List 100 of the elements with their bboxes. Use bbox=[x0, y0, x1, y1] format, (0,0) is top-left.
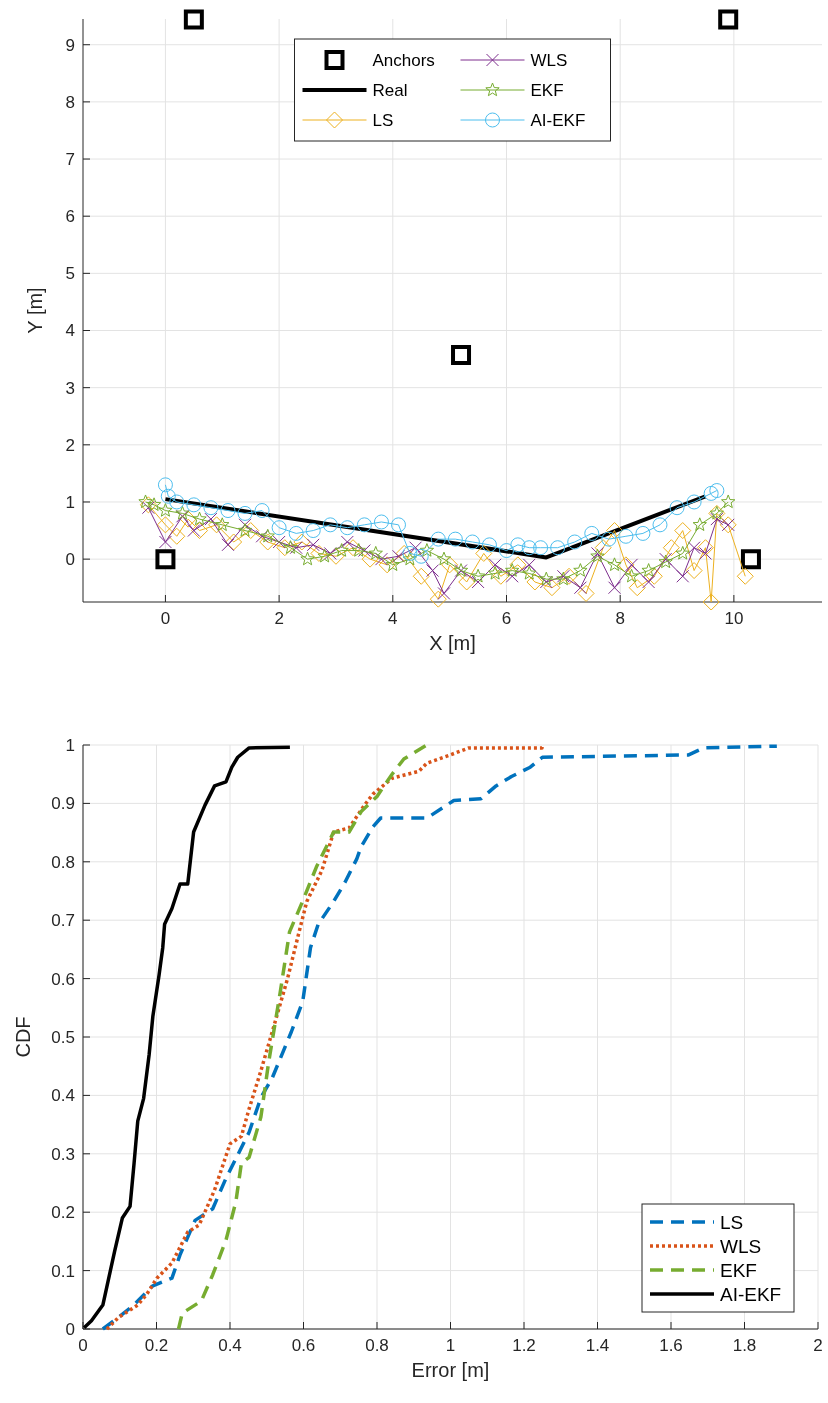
point bbox=[475, 544, 493, 562]
x-tick-label: 10 bbox=[724, 609, 744, 628]
point bbox=[169, 494, 185, 510]
y-tick-label: 6 bbox=[65, 207, 75, 227]
y-tick-label: 5 bbox=[65, 264, 75, 284]
point bbox=[577, 584, 595, 602]
point bbox=[710, 512, 724, 526]
line-series bbox=[176, 743, 429, 1331]
point bbox=[168, 527, 186, 545]
point bbox=[305, 523, 321, 539]
y-tick-label: 4 bbox=[65, 321, 75, 341]
x-tick-label: 0 bbox=[78, 1336, 88, 1355]
point bbox=[464, 534, 480, 550]
legend-label: WLS bbox=[530, 50, 568, 70]
point bbox=[584, 525, 600, 541]
y-tick-label: 9 bbox=[65, 35, 75, 55]
y-tick-label: 0.8 bbox=[51, 852, 75, 872]
x-tick-label: 2 bbox=[813, 1336, 823, 1355]
point bbox=[539, 575, 553, 589]
x-tick-label: 0 bbox=[160, 609, 171, 628]
point bbox=[357, 544, 371, 558]
point bbox=[276, 539, 294, 557]
point bbox=[686, 494, 702, 510]
point bbox=[373, 514, 389, 530]
point bbox=[702, 593, 720, 611]
point bbox=[334, 543, 349, 557]
point bbox=[158, 535, 172, 549]
point bbox=[160, 488, 176, 504]
point bbox=[521, 540, 537, 556]
point bbox=[698, 546, 712, 560]
point bbox=[138, 494, 153, 509]
point bbox=[322, 517, 338, 533]
point bbox=[539, 571, 554, 586]
x-tick-label: 1.2 bbox=[512, 1336, 536, 1355]
point bbox=[607, 557, 622, 572]
point bbox=[736, 567, 754, 585]
point bbox=[543, 579, 561, 597]
point bbox=[499, 543, 514, 559]
point bbox=[175, 509, 189, 523]
point bbox=[594, 539, 612, 557]
point bbox=[488, 558, 502, 572]
point bbox=[392, 549, 405, 563]
x-axis-title: X [m] bbox=[429, 632, 476, 654]
y-tick-label: 0.5 bbox=[51, 1027, 75, 1047]
point bbox=[560, 567, 578, 585]
point bbox=[441, 556, 459, 574]
legend-label: Real bbox=[372, 80, 408, 100]
point bbox=[158, 503, 173, 517]
y-axis-title: Y [m] bbox=[24, 287, 46, 334]
point bbox=[505, 569, 519, 583]
point bbox=[378, 556, 396, 574]
point bbox=[471, 575, 485, 589]
point bbox=[191, 522, 209, 540]
point bbox=[662, 539, 680, 557]
point bbox=[255, 529, 269, 543]
point bbox=[522, 565, 537, 580]
point bbox=[402, 545, 418, 561]
x-tick-label: 1 bbox=[445, 1336, 456, 1355]
point bbox=[606, 522, 624, 540]
legend-label: EKF bbox=[720, 1259, 757, 1281]
point bbox=[344, 539, 362, 557]
point bbox=[220, 503, 236, 519]
point bbox=[696, 539, 714, 557]
point bbox=[526, 573, 544, 591]
legend-label: AI-EKF bbox=[720, 1283, 782, 1305]
point bbox=[402, 551, 418, 566]
y-tick-label: 0.4 bbox=[51, 1086, 75, 1106]
point bbox=[550, 540, 566, 556]
point bbox=[645, 567, 663, 585]
y-tick-label: 0.9 bbox=[51, 794, 75, 814]
legend-label: Anchors bbox=[372, 50, 435, 70]
y-tick-label: 2 bbox=[65, 435, 75, 455]
point bbox=[573, 581, 587, 595]
point bbox=[340, 535, 354, 549]
y-tick-label: 1 bbox=[65, 492, 75, 512]
legend-label: WLS bbox=[720, 1235, 762, 1257]
point bbox=[510, 537, 526, 553]
y-tick-label: 0 bbox=[65, 550, 75, 570]
point bbox=[186, 497, 202, 513]
point bbox=[157, 477, 173, 493]
point bbox=[208, 516, 226, 534]
point bbox=[628, 579, 646, 597]
point bbox=[146, 497, 162, 511]
point bbox=[179, 510, 197, 528]
point bbox=[221, 538, 235, 552]
point bbox=[709, 483, 725, 499]
y-tick-label: 0.1 bbox=[51, 1261, 75, 1281]
y-tick-label: 0.6 bbox=[51, 969, 75, 989]
x-tick-label: 6 bbox=[501, 609, 512, 628]
point bbox=[624, 568, 639, 583]
point bbox=[215, 517, 230, 531]
point bbox=[470, 568, 486, 583]
point bbox=[430, 531, 446, 547]
point bbox=[687, 541, 701, 555]
point bbox=[429, 590, 447, 608]
point bbox=[505, 563, 520, 577]
point bbox=[289, 541, 303, 555]
point bbox=[573, 563, 588, 577]
line-series bbox=[101, 744, 779, 1331]
point bbox=[685, 562, 703, 580]
